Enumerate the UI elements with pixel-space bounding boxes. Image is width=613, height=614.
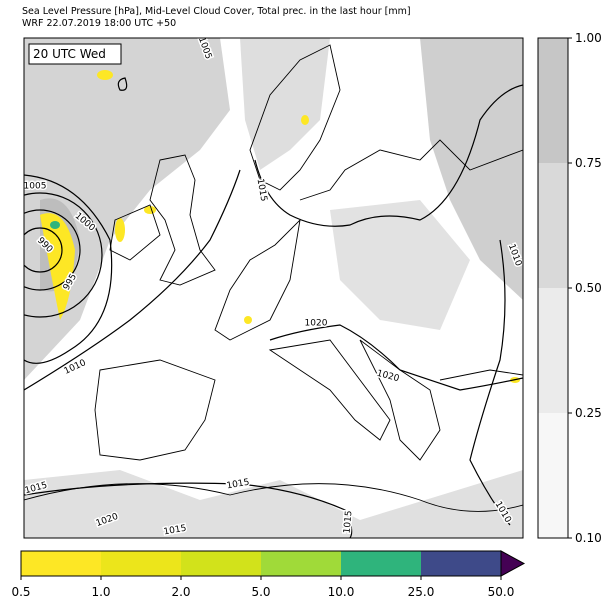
time-label-box — [28, 43, 122, 65]
colorbar-tick-label: 1.00 — [575, 31, 602, 45]
colorbar-segment — [538, 288, 568, 413]
colorbar-segment — [181, 551, 261, 576]
colorbar-tick-label: 10.0 — [328, 585, 355, 599]
isobar-label: 1005 — [24, 182, 47, 192]
colorbar-segment — [538, 163, 568, 288]
colorbar-tick-label: 1.0 — [91, 585, 110, 599]
colorbar-segment — [261, 551, 341, 576]
colorbar-tick-label: 0.50 — [575, 281, 602, 295]
isobar-label: 1020 — [305, 319, 328, 329]
colorbar-extend — [500, 550, 526, 577]
colorbar-segment — [421, 551, 501, 576]
time-label: 20 UTC Wed — [33, 47, 106, 61]
colorbar-tick-label: 0.10 — [575, 531, 602, 545]
colorbar-segment — [538, 38, 568, 163]
colorbar-tick-label: 25.0 — [408, 585, 435, 599]
colorbar-tick-label: 0.25 — [575, 406, 602, 420]
map-frame — [23, 37, 524, 539]
colorbar-segment — [341, 551, 421, 576]
title: Sea Level Pressure [hPa], Mid-Level Clou… — [22, 6, 411, 17]
isobar-label: 1015 — [343, 510, 355, 534]
isobar-label: 1015 — [163, 524, 187, 538]
subtitle: WRF 22.07.2019 18:00 UTC +50 — [22, 18, 176, 29]
colorbar-segment — [101, 551, 181, 576]
colorbar-tick-label: 2.0 — [171, 585, 190, 599]
colorbar-tick-label: 50.0 — [488, 585, 515, 599]
colorbar-segment — [538, 413, 568, 538]
map-area: 20 UTC Wed 10051015100510009909951010102… — [24, 38, 523, 538]
colorbar-tick-label: 0.75 — [575, 156, 602, 170]
colorbar-tick-label: 5.0 — [251, 585, 270, 599]
colorbar-tick-label: 0.5 — [11, 585, 30, 599]
colorbar-segment — [21, 551, 101, 576]
